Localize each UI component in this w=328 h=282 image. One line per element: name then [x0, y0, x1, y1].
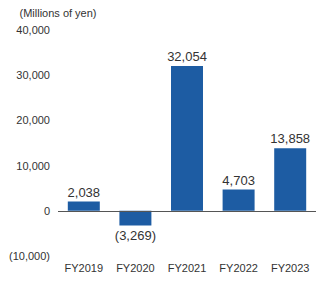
- svg-text:40,000: 40,000: [16, 24, 50, 36]
- svg-text:FY2019: FY2019: [65, 262, 104, 274]
- svg-text:(10,000): (10,000): [9, 250, 50, 262]
- svg-text:32,054: 32,054: [167, 49, 207, 64]
- svg-text:10,000: 10,000: [16, 160, 50, 172]
- svg-text:FY2021: FY2021: [168, 262, 207, 274]
- svg-text:FY2022: FY2022: [219, 262, 258, 274]
- svg-text:13,858: 13,858: [270, 131, 310, 146]
- svg-text:20,000: 20,000: [16, 114, 50, 126]
- svg-text:0: 0: [44, 205, 50, 217]
- svg-text:4,703: 4,703: [222, 173, 255, 188]
- svg-text:30,000: 30,000: [16, 69, 50, 81]
- svg-text:FY2023: FY2023: [271, 262, 310, 274]
- svg-text:FY2020: FY2020: [116, 262, 155, 274]
- svg-text:2,038: 2,038: [68, 185, 101, 200]
- svg-text:(3,269): (3,269): [115, 228, 156, 243]
- svg-text:(Millions of yen): (Millions of yen): [19, 7, 96, 19]
